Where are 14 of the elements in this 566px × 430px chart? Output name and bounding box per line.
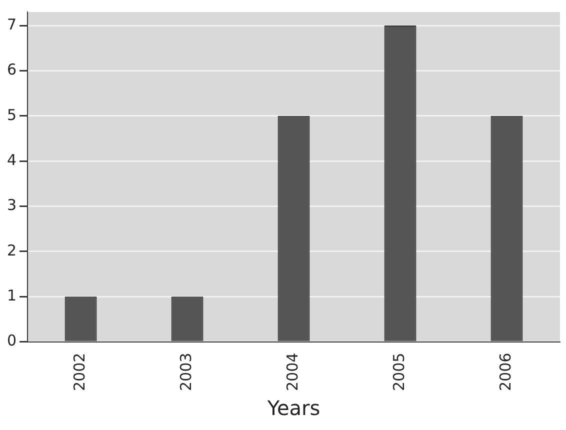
x-tick-label: 2004 <box>284 352 302 392</box>
x-tick-label: 2002 <box>70 352 89 392</box>
y-tick-label: 5 <box>6 106 17 124</box>
x-tick-label: 2003 <box>177 352 196 392</box>
x-tick-label: 2006 <box>496 352 515 392</box>
x-axis-title: Years <box>266 396 320 420</box>
y-tick-label: 1 <box>6 286 17 305</box>
y-tick-label: 0 <box>6 332 17 350</box>
y-tick-label: 7 <box>6 15 17 34</box>
y-tick-label: 3 <box>6 196 17 214</box>
y-tick-label: 2 <box>6 241 17 260</box>
y-tick-label: 6 <box>6 60 17 79</box>
y-tick-label: 4 <box>6 150 17 169</box>
x-tick-label: 2005 <box>390 352 408 392</box>
